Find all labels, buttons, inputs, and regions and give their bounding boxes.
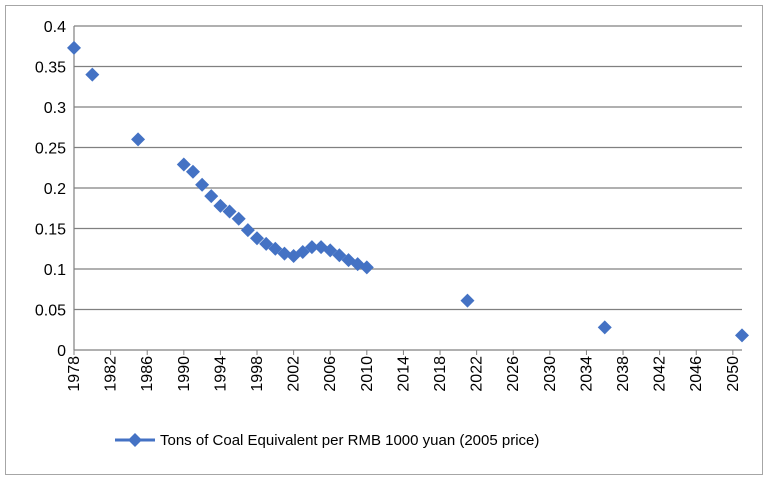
data-point	[222, 204, 237, 219]
data-point	[67, 40, 81, 55]
data-point	[323, 243, 338, 258]
x-tick-label: 1982	[103, 356, 120, 392]
x-tick-label: 2022	[469, 356, 486, 392]
x-tick-label: 2034	[578, 356, 595, 392]
data-point	[304, 240, 319, 255]
x-tick-label: 1990	[176, 356, 193, 392]
chart-frame	[5, 5, 763, 475]
y-tick-label: 0.05	[35, 303, 66, 320]
y-tick-label: 0.3	[44, 100, 66, 117]
y-tick-label: 0.2	[44, 181, 66, 198]
data-point	[460, 293, 475, 308]
legend: Tons of Coal Equivalent per RMB 1000 yua…	[115, 432, 539, 449]
data-point	[204, 189, 219, 204]
data-point	[240, 223, 255, 238]
x-tick-label: 2006	[322, 356, 339, 392]
grid-layer	[74, 25, 742, 351]
x-tick-label: 2038	[615, 356, 632, 392]
y-tick-label: 0.35	[35, 60, 66, 77]
x-tick-label: 2046	[688, 356, 705, 392]
data-point	[176, 157, 191, 172]
y-tick-label: 0.4	[44, 19, 66, 36]
data-point	[597, 320, 612, 335]
data-point	[286, 249, 301, 264]
data-point	[268, 241, 283, 256]
x-tick-label: 1986	[139, 356, 156, 392]
x-tick-label: 2050	[725, 356, 742, 392]
x-tick-label: 2030	[542, 356, 559, 392]
data-point	[213, 198, 228, 213]
y-tick-label: 0	[57, 343, 66, 360]
x-tick-label: 1998	[249, 356, 266, 392]
data-point	[185, 164, 200, 179]
data-point	[332, 248, 347, 263]
x-tick-label: 2014	[395, 356, 412, 392]
data-point	[85, 67, 100, 82]
legend-label: Tons of Coal Equivalent per RMB 1000 yua…	[160, 432, 539, 449]
x-tick-label: 2002	[286, 356, 303, 392]
x-tick-label: 1978	[66, 356, 83, 392]
x-tick-label: 1994	[212, 356, 229, 392]
data-point	[195, 177, 210, 192]
data-point	[359, 260, 374, 275]
data-point	[735, 328, 749, 343]
points-layer	[67, 40, 749, 343]
data-point	[231, 211, 246, 226]
x-tick-label: 2010	[359, 356, 376, 392]
axis-layer: 0 0.05 0.1 0.15 0.2 0.25 0.3 0.35 0.4 1978 1982 198…	[35, 19, 742, 392]
legend-marker	[128, 433, 142, 447]
x-tick-label: 2018	[432, 356, 449, 392]
data-point	[131, 132, 146, 147]
y-tick-label: 0.1	[44, 262, 66, 279]
y-tick-label: 0.15	[35, 222, 66, 239]
x-tick-label: 2026	[505, 356, 522, 392]
x-tick-label: 2042	[652, 356, 669, 392]
data-point	[295, 244, 310, 259]
data-point	[259, 236, 274, 251]
y-tick-label: 0.25	[35, 141, 66, 158]
data-point	[250, 231, 265, 246]
